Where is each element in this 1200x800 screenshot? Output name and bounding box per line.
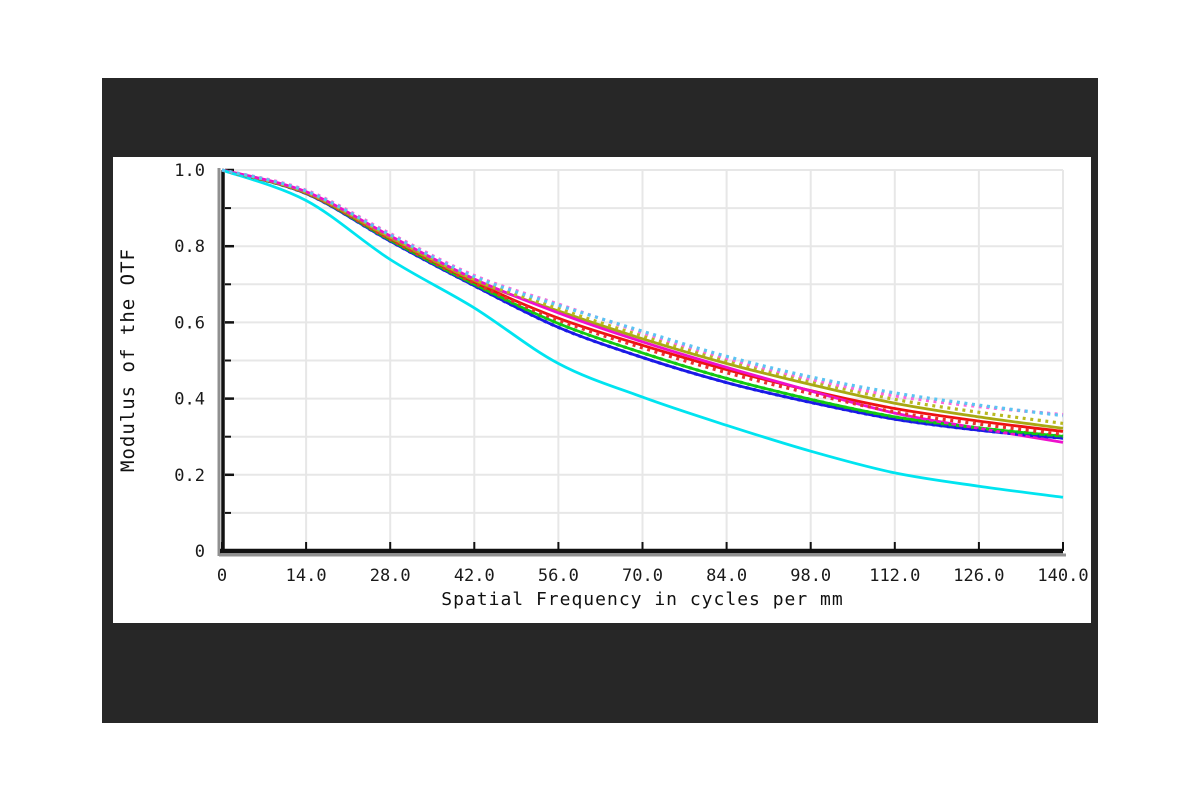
x-tick-label: 126.0 — [953, 566, 1004, 586]
x-tick-label: 28.0 — [370, 566, 411, 586]
x-tick-label: 140.0 — [1037, 566, 1088, 586]
curve-field-1-sagittal — [221, 168, 1064, 440]
x-tick-label: 112.0 — [869, 566, 920, 586]
curve-field-6-tangential — [221, 168, 1064, 499]
y-tick-label: 0 — [195, 542, 205, 562]
y-tick-label: 1.0 — [174, 161, 205, 181]
x-tick-label: 14.0 — [286, 566, 327, 586]
x-tick-label: 70.0 — [622, 566, 663, 586]
plot-panel: 0 14.0 28.0 42.0 56.0 70.0 84.0 98.0 112.0 126.0 1… — [113, 157, 1091, 623]
x-tick-label: 42.0 — [454, 566, 495, 586]
x-tick-label: 0 — [217, 566, 227, 586]
mtf-chart: 0 14.0 28.0 42.0 56.0 70.0 84.0 98.0 112.0 126.0 1… — [174, 161, 1088, 586]
curve-field-3-sagittal — [221, 168, 1064, 436]
x-tick-label: 98.0 — [790, 566, 831, 586]
x-tick-label: 84.0 — [706, 566, 747, 586]
y-axis-title-text: Modulus of the OTF — [117, 248, 139, 472]
plot-window: 0 14.0 28.0 42.0 56.0 70.0 84.0 98.0 112.0 126.0 1… — [102, 78, 1098, 723]
y-tick-label: 0.6 — [174, 313, 205, 333]
y-tick-label: 0.2 — [174, 466, 205, 486]
x-tick-label: 56.0 — [538, 566, 579, 586]
x-axis-title: Spatial Frequency in cycles per mm — [441, 589, 844, 610]
y-tick-label: 0.8 — [174, 237, 205, 257]
curve-field-6-sagittal — [221, 168, 1064, 418]
y-tick-label: 0.4 — [174, 390, 205, 410]
